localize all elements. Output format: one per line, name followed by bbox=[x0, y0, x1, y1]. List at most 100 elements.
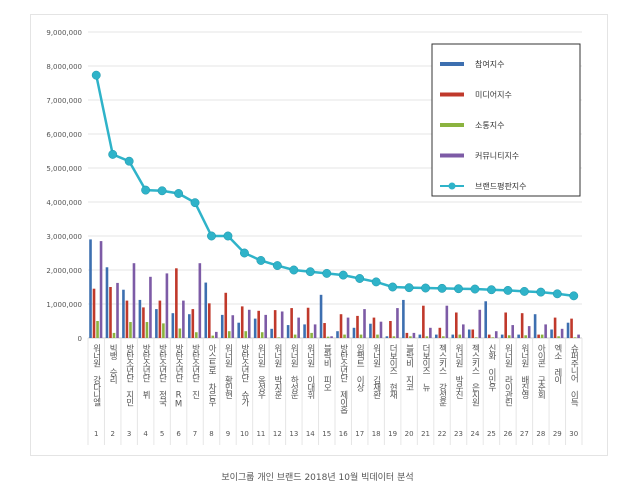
bar-3 bbox=[227, 331, 231, 338]
line-point bbox=[552, 289, 562, 299]
bar-2 bbox=[504, 312, 507, 338]
category-label: 워너원 이대휘 bbox=[305, 344, 315, 400]
rank-label: 27 bbox=[520, 430, 529, 438]
rank-label: 29 bbox=[553, 430, 562, 438]
y-tick-label: 1,000,000 bbox=[46, 301, 82, 309]
bar-1 bbox=[484, 301, 488, 338]
bar-1 bbox=[566, 322, 570, 338]
line-point bbox=[503, 285, 513, 295]
category-label: 블락비 피오 bbox=[322, 343, 332, 390]
bar-2 bbox=[306, 307, 310, 338]
bar-2 bbox=[339, 314, 343, 338]
category-label: 워너원 박우진 bbox=[454, 344, 464, 399]
bar-4 bbox=[247, 309, 251, 338]
category-label: 워너원 강다니엘 bbox=[91, 344, 101, 406]
rank-label: 28 bbox=[536, 430, 545, 438]
bar-3 bbox=[162, 323, 165, 338]
line-point bbox=[124, 156, 134, 166]
bar-4 bbox=[462, 324, 465, 338]
bar-1 bbox=[270, 328, 273, 338]
bar-4 bbox=[149, 276, 152, 338]
legend-label: 커뮤니티지수 bbox=[475, 151, 519, 161]
bar-4 bbox=[478, 309, 482, 338]
bar-4 bbox=[182, 300, 185, 338]
line-point bbox=[404, 283, 414, 293]
bar-1 bbox=[517, 334, 520, 338]
bar-1 bbox=[220, 314, 224, 338]
bar-4 bbox=[215, 331, 218, 338]
rank-label: 20 bbox=[405, 430, 414, 438]
bar-2 bbox=[290, 308, 293, 338]
bar-2 bbox=[224, 292, 228, 338]
bar-4 bbox=[544, 324, 547, 338]
bar-1 bbox=[188, 314, 191, 338]
bar-2 bbox=[273, 310, 277, 338]
bar-1 bbox=[467, 329, 471, 338]
bar-2 bbox=[537, 334, 540, 338]
line-point bbox=[322, 268, 332, 278]
bar-1 bbox=[369, 323, 372, 338]
bar-3 bbox=[524, 335, 527, 338]
category-label: 방탄소년단 진 bbox=[190, 343, 200, 399]
bar-2 bbox=[438, 327, 442, 338]
y-tick-label: 5,000,000 bbox=[46, 165, 82, 173]
bar-1 bbox=[550, 329, 553, 338]
category-label: 워너원 황민현 bbox=[223, 344, 233, 399]
category-label: 더보이즈 현재 bbox=[388, 344, 398, 400]
rank-label: 12 bbox=[273, 430, 282, 438]
bar-3 bbox=[376, 334, 379, 338]
category-label: 아이콘 구준회 bbox=[536, 343, 546, 400]
bar-1 bbox=[451, 334, 455, 338]
legend-swatch bbox=[440, 62, 464, 66]
rank-label: 15 bbox=[322, 430, 331, 438]
line-point bbox=[289, 265, 299, 275]
bar-1 bbox=[237, 322, 241, 338]
line-point bbox=[437, 283, 447, 293]
bar-2 bbox=[487, 334, 491, 338]
line-point bbox=[256, 256, 266, 265]
bar-4 bbox=[445, 305, 449, 338]
rank-label: 1 bbox=[94, 430, 98, 438]
bar-2 bbox=[92, 288, 96, 338]
rank-label: 18 bbox=[372, 430, 381, 438]
bar-3 bbox=[425, 336, 429, 338]
bar-3 bbox=[277, 337, 280, 338]
bar-3 bbox=[392, 336, 396, 338]
bar-1 bbox=[500, 334, 504, 338]
line-point bbox=[421, 283, 431, 293]
rank-label: 11 bbox=[256, 430, 265, 438]
category-label: 방탄소년단 슈가 bbox=[239, 343, 249, 407]
bar-2 bbox=[240, 306, 244, 338]
bar-2 bbox=[175, 268, 178, 338]
chart-caption: 보이그룹 개인 브랜드 2018년 10월 빅데이터 분석 bbox=[221, 473, 414, 483]
line-point bbox=[569, 291, 579, 301]
bar-2 bbox=[454, 312, 458, 338]
line-point bbox=[174, 189, 184, 198]
legend-box bbox=[431, 43, 581, 197]
bar-2 bbox=[142, 307, 145, 338]
rank-label: 19 bbox=[388, 430, 397, 438]
category-label: 방탄소년단 지민 bbox=[124, 343, 134, 406]
rank-label: 25 bbox=[487, 430, 496, 438]
bar-4 bbox=[132, 263, 136, 338]
bar-1 bbox=[253, 318, 257, 338]
bar-4 bbox=[297, 317, 300, 338]
bar-2 bbox=[191, 309, 195, 338]
bar-3 bbox=[359, 334, 363, 338]
line-point bbox=[470, 284, 480, 294]
y-tick-label: 3,000,000 bbox=[46, 233, 82, 241]
bar-4 bbox=[396, 308, 399, 338]
category-label: 방탄소년단 제이홉 bbox=[338, 343, 348, 414]
line-point bbox=[388, 282, 398, 292]
category-label: 젝스키스 은지원 bbox=[470, 343, 480, 406]
rank-label: 13 bbox=[289, 430, 298, 438]
bar-3 bbox=[573, 337, 577, 338]
bar-2 bbox=[158, 300, 162, 338]
line-point bbox=[207, 231, 216, 241]
bar-3 bbox=[293, 334, 297, 338]
bar-4 bbox=[346, 317, 350, 338]
bar-1 bbox=[319, 294, 323, 338]
bar-4 bbox=[527, 326, 531, 338]
bar-4 bbox=[165, 273, 169, 338]
